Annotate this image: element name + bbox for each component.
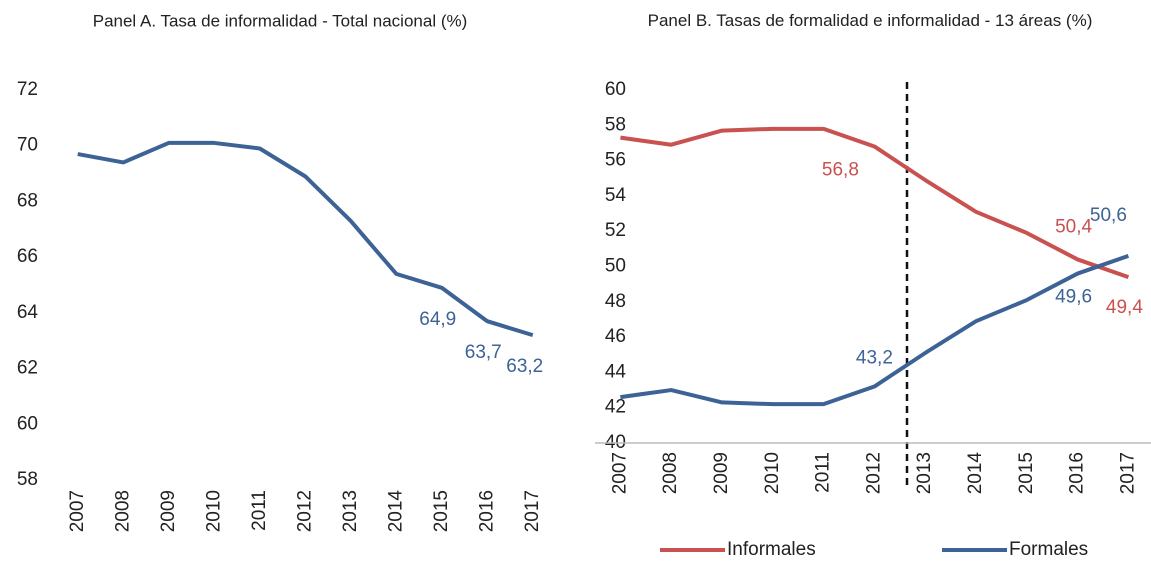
x-tick-label: 2014 (965, 452, 986, 495)
x-tick-label: 2008 (660, 452, 681, 494)
y-tick-label: 70 (17, 135, 38, 156)
chart-title: Panel A. Tasa de informalidad - Total na… (93, 11, 468, 30)
data-label: 43,2 (856, 348, 893, 369)
y-tick-label: 50 (605, 256, 626, 277)
y-tick-label: 62 (17, 358, 38, 379)
x-tick-label: 2009 (158, 490, 179, 532)
x-tick-label: 2014 (385, 490, 406, 533)
x-tick-label: 2013 (340, 490, 361, 532)
data-label: 50,6 (1090, 205, 1127, 226)
x-tick-label: 2012 (294, 490, 315, 532)
y-tick-label: 64 (17, 302, 39, 323)
x-tick-label: 2011 (249, 490, 270, 531)
x-tick-label: 2007 (67, 490, 88, 532)
x-tick-label: 2010 (203, 490, 224, 532)
x-tick-label: 2017 (1117, 452, 1138, 494)
y-tick-label: 60 (605, 79, 626, 100)
x-tick-label: 2008 (112, 490, 133, 532)
chart-title-box: Panel B. Tasas de formalidad e informali… (647, 11, 1093, 30)
x-tick-label: 2016 (1067, 452, 1088, 494)
y-tick-label: 42 (605, 397, 626, 418)
data-label: 63,7 (465, 342, 502, 363)
x-tick-label: 2015 (431, 490, 452, 532)
y-tick-label: 60 (17, 413, 38, 434)
data-label: 50,4 (1055, 216, 1092, 237)
y-tick-label: 68 (17, 190, 38, 211)
data-line (77, 140, 534, 338)
data-label: 49,6 (1055, 287, 1092, 308)
data-label: 49,4 (1106, 297, 1143, 318)
legend-label: Informales (727, 539, 816, 560)
x-tick-label: 2009 (711, 452, 732, 494)
chart-title: Panel B. Tasas de formalidad e informali… (647, 11, 1093, 30)
data-line (620, 126, 1130, 279)
y-tick-label: 66 (17, 246, 38, 267)
y-tick-label: 58 (605, 114, 626, 135)
x-tick-label: 2010 (762, 452, 783, 494)
y-tick-label: 48 (605, 291, 626, 312)
legend-label: Formales (1009, 539, 1088, 560)
data-label: 63,2 (506, 356, 543, 377)
data-label: 56,8 (822, 159, 859, 180)
y-tick-label: 54 (605, 185, 627, 206)
x-tick-label: 2016 (476, 490, 497, 532)
x-tick-label: 2013 (914, 452, 935, 494)
y-tick-label: 46 (605, 326, 626, 347)
y-tick-label: 58 (17, 469, 38, 490)
y-tick-label: 44 (605, 361, 627, 382)
x-tick-label: 2007 (609, 452, 630, 494)
y-tick-label: 56 (605, 150, 626, 171)
y-tick-label: 72 (17, 79, 38, 100)
x-tick-label: 2017 (522, 490, 543, 532)
x-tick-label: 2012 (863, 452, 884, 494)
data-label: 64,9 (419, 309, 456, 330)
data-line (620, 254, 1130, 407)
y-tick-label: 52 (605, 220, 626, 241)
x-tick-label: 2011 (813, 452, 834, 493)
x-tick-label: 2015 (1016, 452, 1037, 494)
